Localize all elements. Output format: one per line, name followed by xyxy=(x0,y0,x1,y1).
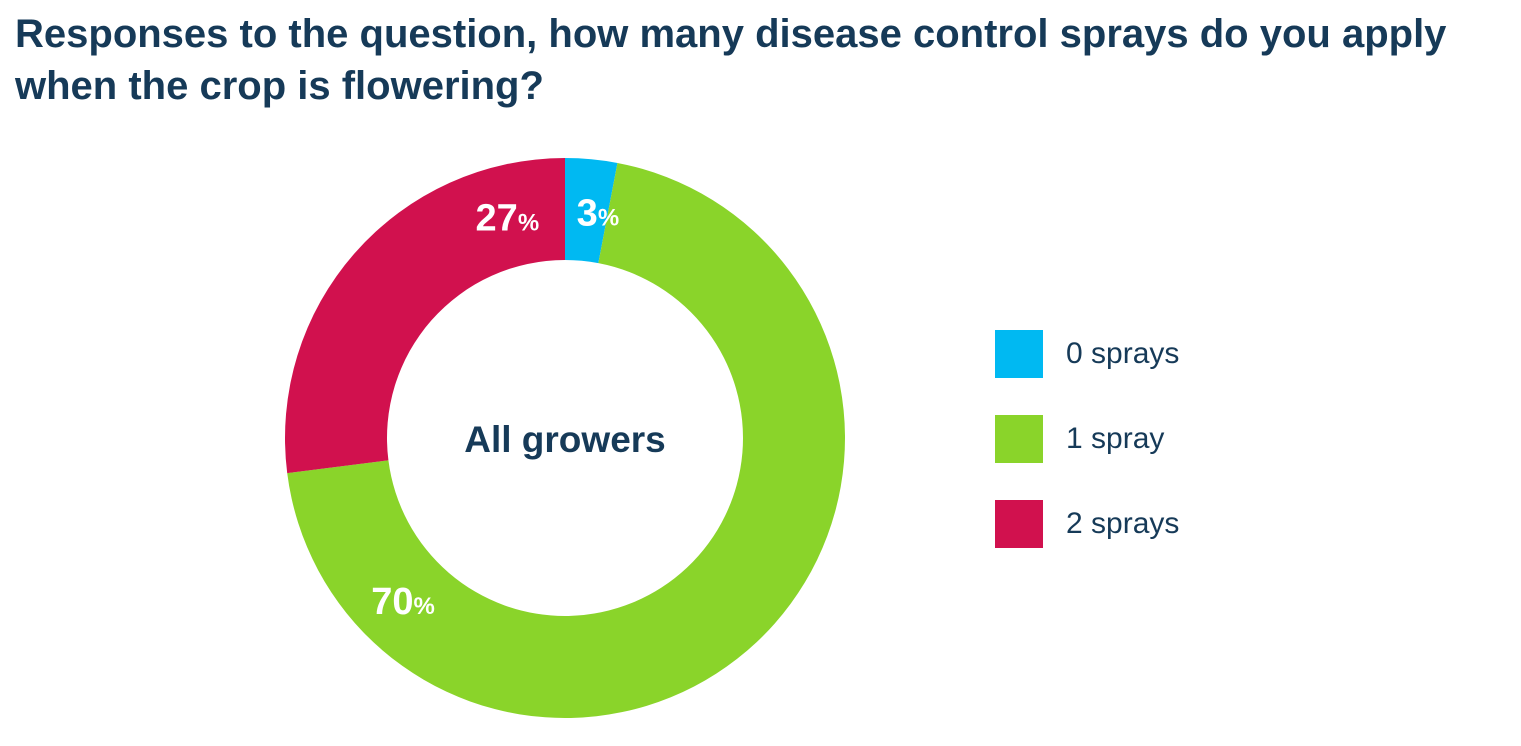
legend-item-2-sprays: 2 sprays xyxy=(995,500,1179,548)
slice-value-label: 27% xyxy=(476,197,540,239)
chart-title: Responses to the question, how many dise… xyxy=(15,12,1447,108)
slice-value-label: 70% xyxy=(371,581,435,623)
donut-slices xyxy=(285,158,845,718)
legend-label: 0 sprays xyxy=(1066,337,1180,370)
legend-swatch xyxy=(995,500,1043,548)
slice-labels: 3% 70% 27% xyxy=(371,192,619,623)
slice-0-sprays xyxy=(565,158,618,264)
slice-1-spray xyxy=(287,162,845,718)
legend: 0 sprays 1 spray 2 sprays xyxy=(995,330,1179,585)
center-label: All growers xyxy=(464,419,666,460)
legend-swatch xyxy=(995,330,1043,378)
legend-swatch xyxy=(995,415,1043,463)
slice-2-sprays xyxy=(285,158,565,474)
legend-label: 2 sprays xyxy=(1066,507,1180,540)
legend-item-0-sprays: 0 sprays xyxy=(995,330,1179,378)
legend-label: 1 spray xyxy=(1066,422,1165,455)
legend-item-1-spray: 1 spray xyxy=(995,415,1179,463)
slice-value-label: 3% xyxy=(577,192,619,234)
